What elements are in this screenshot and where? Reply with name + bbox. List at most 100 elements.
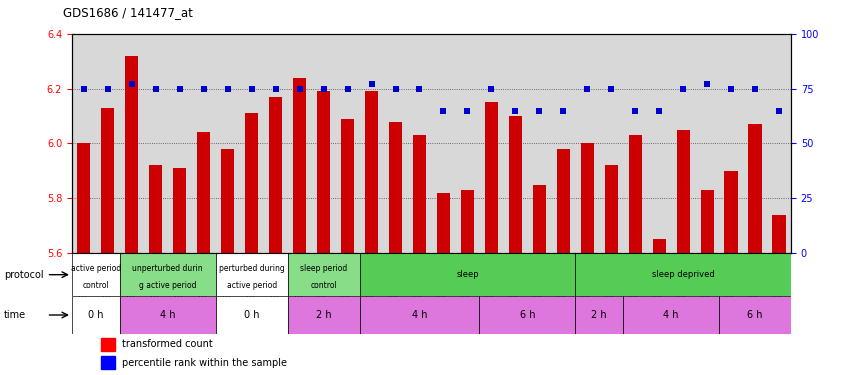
Bar — [437, 193, 450, 253]
Bar — [269, 97, 283, 253]
Bar — [360, 253, 575, 296]
Bar — [772, 215, 786, 253]
Point — [724, 86, 738, 92]
Bar — [102, 108, 114, 253]
Bar — [72, 253, 120, 296]
Text: control: control — [83, 281, 109, 290]
Bar — [629, 135, 642, 253]
Point — [269, 86, 283, 92]
Bar — [341, 119, 354, 253]
Bar — [533, 184, 546, 253]
Point — [749, 86, 762, 92]
Text: sleep period: sleep period — [300, 264, 347, 273]
Bar — [624, 296, 719, 334]
Bar — [317, 92, 330, 253]
Bar — [120, 296, 216, 334]
Point — [460, 108, 474, 114]
Point — [677, 86, 690, 92]
Bar — [120, 253, 216, 296]
Bar — [293, 78, 306, 253]
Bar — [461, 190, 474, 253]
Bar — [149, 165, 162, 253]
Bar — [485, 102, 498, 253]
Bar — [72, 296, 120, 334]
Text: active period: active period — [227, 281, 277, 290]
Bar — [724, 171, 738, 253]
Bar — [480, 296, 575, 334]
Bar — [700, 190, 714, 253]
Text: 4 h: 4 h — [160, 310, 175, 320]
Bar — [360, 296, 480, 334]
Bar — [221, 149, 234, 253]
Text: 6 h: 6 h — [519, 310, 535, 320]
Point — [629, 108, 642, 114]
Point — [580, 86, 594, 92]
Bar — [101, 338, 115, 351]
Bar — [77, 144, 91, 253]
Bar — [216, 253, 288, 296]
Text: sleep deprived: sleep deprived — [651, 270, 715, 279]
Text: transformed count: transformed count — [122, 339, 213, 349]
Point — [293, 86, 306, 92]
Bar — [365, 92, 378, 253]
Point — [700, 81, 714, 87]
Bar — [173, 168, 186, 253]
Bar — [216, 296, 288, 334]
Text: perturbed during: perturbed during — [219, 264, 284, 273]
Point — [508, 108, 522, 114]
Point — [149, 86, 162, 92]
Point — [341, 86, 354, 92]
Text: 2 h: 2 h — [316, 310, 332, 320]
Point — [485, 86, 498, 92]
Text: 0 h: 0 h — [88, 310, 103, 320]
Bar — [580, 144, 594, 253]
Point — [173, 86, 186, 92]
Text: 4 h: 4 h — [412, 310, 427, 320]
Bar — [719, 296, 791, 334]
Text: GDS1686 / 141477_at: GDS1686 / 141477_at — [63, 6, 194, 19]
Point — [388, 86, 403, 92]
Point — [125, 81, 139, 87]
Text: active period: active period — [71, 264, 121, 273]
Point — [197, 86, 211, 92]
Point — [772, 108, 786, 114]
Text: 2 h: 2 h — [591, 310, 607, 320]
Bar — [413, 135, 426, 253]
Bar — [575, 296, 624, 334]
Bar — [197, 132, 211, 253]
Point — [365, 81, 378, 87]
Bar — [557, 149, 570, 253]
Bar — [575, 253, 791, 296]
Bar — [652, 239, 666, 253]
Bar — [677, 130, 689, 253]
Text: g active period: g active period — [139, 281, 196, 290]
Point — [221, 86, 234, 92]
Point — [77, 86, 91, 92]
Text: 0 h: 0 h — [244, 310, 260, 320]
Bar — [288, 253, 360, 296]
Point — [245, 86, 259, 92]
Text: protocol: protocol — [4, 270, 44, 280]
Point — [652, 108, 666, 114]
Point — [316, 86, 330, 92]
Point — [533, 108, 547, 114]
Text: 4 h: 4 h — [663, 310, 678, 320]
Point — [557, 108, 570, 114]
Bar — [605, 165, 618, 253]
Text: control: control — [310, 281, 337, 290]
Text: 6 h: 6 h — [747, 310, 763, 320]
Bar — [389, 122, 402, 253]
Point — [101, 86, 114, 92]
Bar — [245, 113, 258, 253]
Point — [413, 86, 426, 92]
Bar — [508, 116, 522, 253]
Bar — [749, 124, 761, 253]
Bar — [288, 296, 360, 334]
Bar — [101, 356, 115, 369]
Bar — [125, 56, 139, 253]
Text: time: time — [4, 310, 26, 320]
Point — [437, 108, 450, 114]
Point — [604, 86, 618, 92]
Text: unperturbed durin: unperturbed durin — [133, 264, 203, 273]
Text: percentile rank within the sample: percentile rank within the sample — [122, 358, 288, 368]
